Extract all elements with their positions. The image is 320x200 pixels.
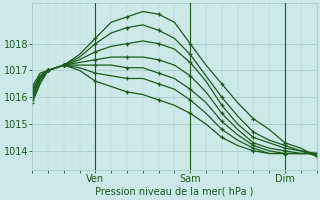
- X-axis label: Pression niveau de la mer( hPa ): Pression niveau de la mer( hPa ): [95, 187, 253, 197]
